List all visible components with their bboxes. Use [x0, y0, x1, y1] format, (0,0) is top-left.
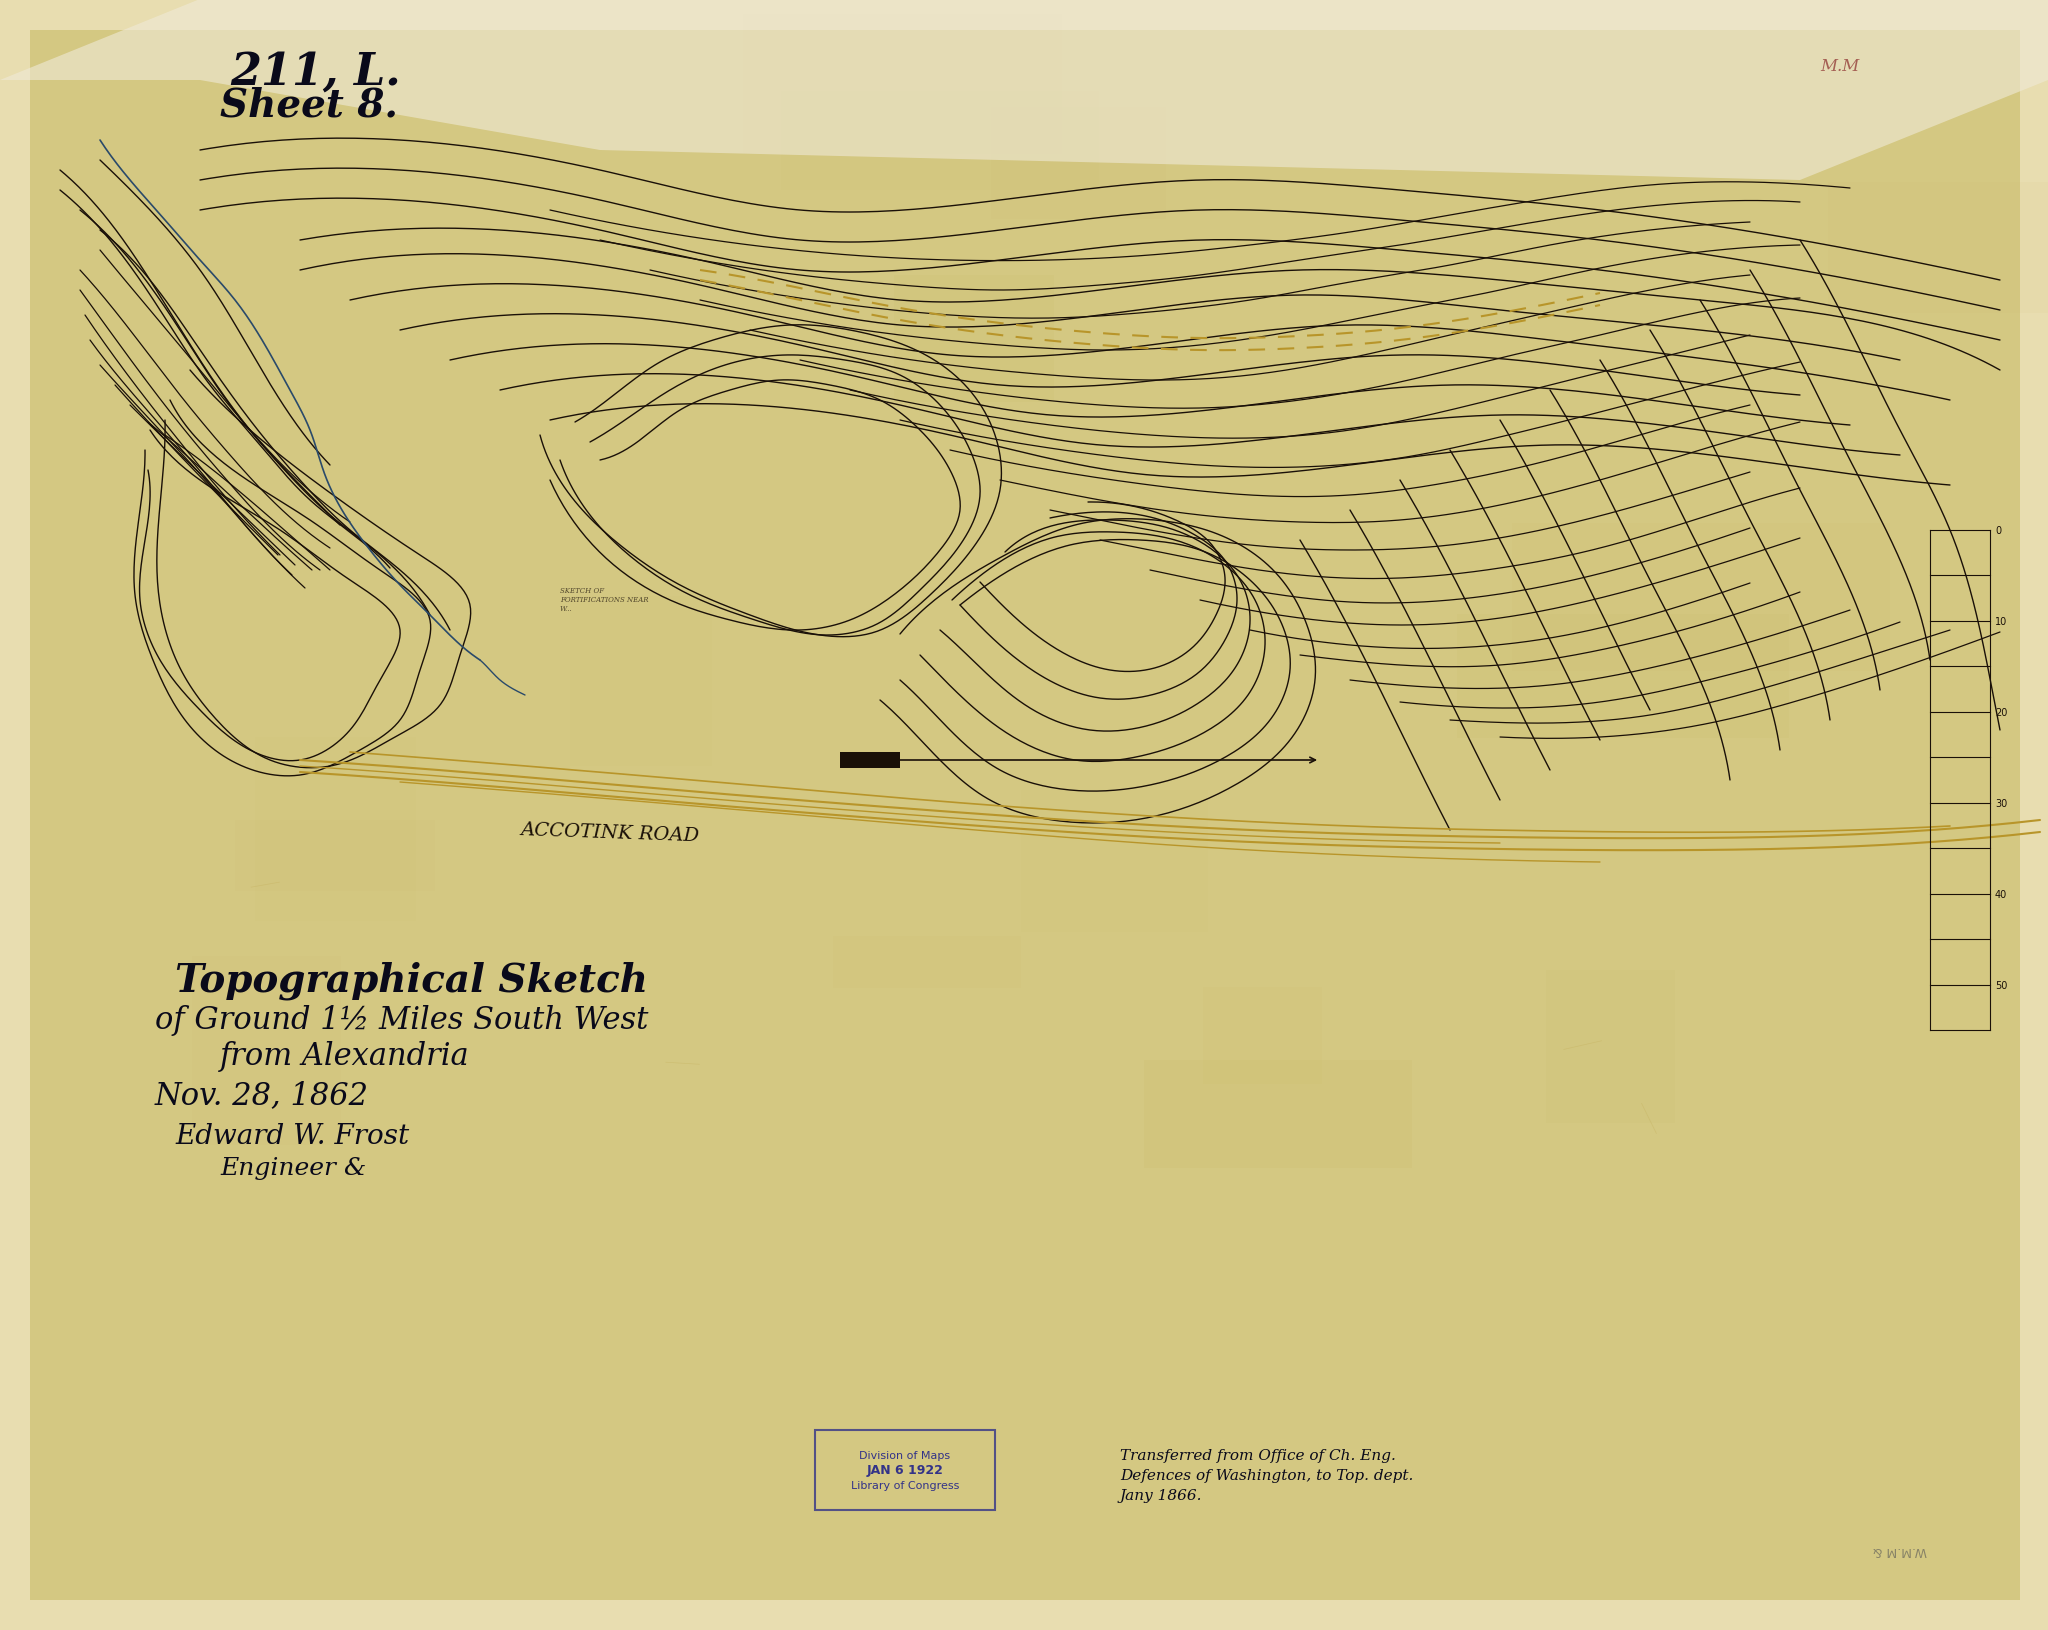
Text: M.M: M.M	[1821, 59, 1860, 75]
Bar	[256, 737, 416, 921]
Bar	[569, 597, 713, 766]
Bar	[1020, 791, 1208, 932]
Bar	[1202, 988, 1323, 1084]
Text: 211, L.: 211, L.	[229, 51, 401, 95]
Text: W.M.M &: W.M.M &	[1872, 1544, 1927, 1557]
Bar	[1178, 222, 1331, 331]
Bar	[836, 1214, 1106, 1268]
Bar	[834, 936, 1022, 988]
Bar	[815, 1430, 995, 1509]
Text: 10: 10	[1995, 616, 2007, 626]
Bar	[1640, 509, 1876, 561]
Bar	[1829, 183, 2048, 315]
Text: Defences of Washington, to Top. dept.: Defences of Washington, to Top. dept.	[1120, 1469, 1413, 1482]
Bar	[1546, 971, 1675, 1123]
Text: Sheet 8.: Sheet 8.	[219, 86, 397, 124]
Text: 40: 40	[1995, 888, 2007, 900]
Text: ACCOTINK ROAD: ACCOTINK ROAD	[520, 820, 700, 844]
Text: 0: 0	[1995, 526, 2001, 536]
Bar	[840, 753, 899, 768]
Text: SKETCH OF
FORTIFICATIONS NEAR
W...: SKETCH OF FORTIFICATIONS NEAR W...	[559, 587, 649, 613]
Bar	[1511, 525, 1890, 672]
Polygon shape	[0, 0, 2048, 181]
Text: 50: 50	[1995, 980, 2007, 989]
Bar	[236, 820, 434, 892]
Text: Jany 1866.: Jany 1866.	[1120, 1488, 1202, 1503]
Text: Edward W. Frost: Edward W. Frost	[174, 1121, 410, 1149]
Text: 20: 20	[1995, 707, 2007, 717]
Text: Nov. 28, 1862: Nov. 28, 1862	[156, 1079, 369, 1110]
Bar	[1845, 254, 2007, 333]
Text: of Ground 1½ Miles South West: of Ground 1½ Miles South West	[156, 1004, 649, 1035]
Bar	[1145, 1061, 1413, 1169]
Text: JAN 6 1922: JAN 6 1922	[866, 1464, 944, 1477]
Text: Engineer &: Engineer &	[219, 1157, 367, 1180]
Bar	[893, 275, 1053, 403]
Bar	[743, 15, 1063, 155]
Text: from Alexandria: from Alexandria	[219, 1040, 469, 1071]
Text: 30: 30	[1995, 799, 2007, 808]
Bar	[193, 957, 340, 1146]
Bar	[991, 108, 1165, 220]
Bar	[1458, 615, 1788, 738]
Text: Transferred from Office of Ch. Eng.: Transferred from Office of Ch. Eng.	[1120, 1447, 1397, 1462]
Bar	[780, 91, 1100, 191]
Text: Library of Congress: Library of Congress	[850, 1480, 958, 1490]
Text: Topographical Sketch: Topographical Sketch	[174, 962, 647, 999]
Text: Division of Maps: Division of Maps	[860, 1451, 950, 1460]
